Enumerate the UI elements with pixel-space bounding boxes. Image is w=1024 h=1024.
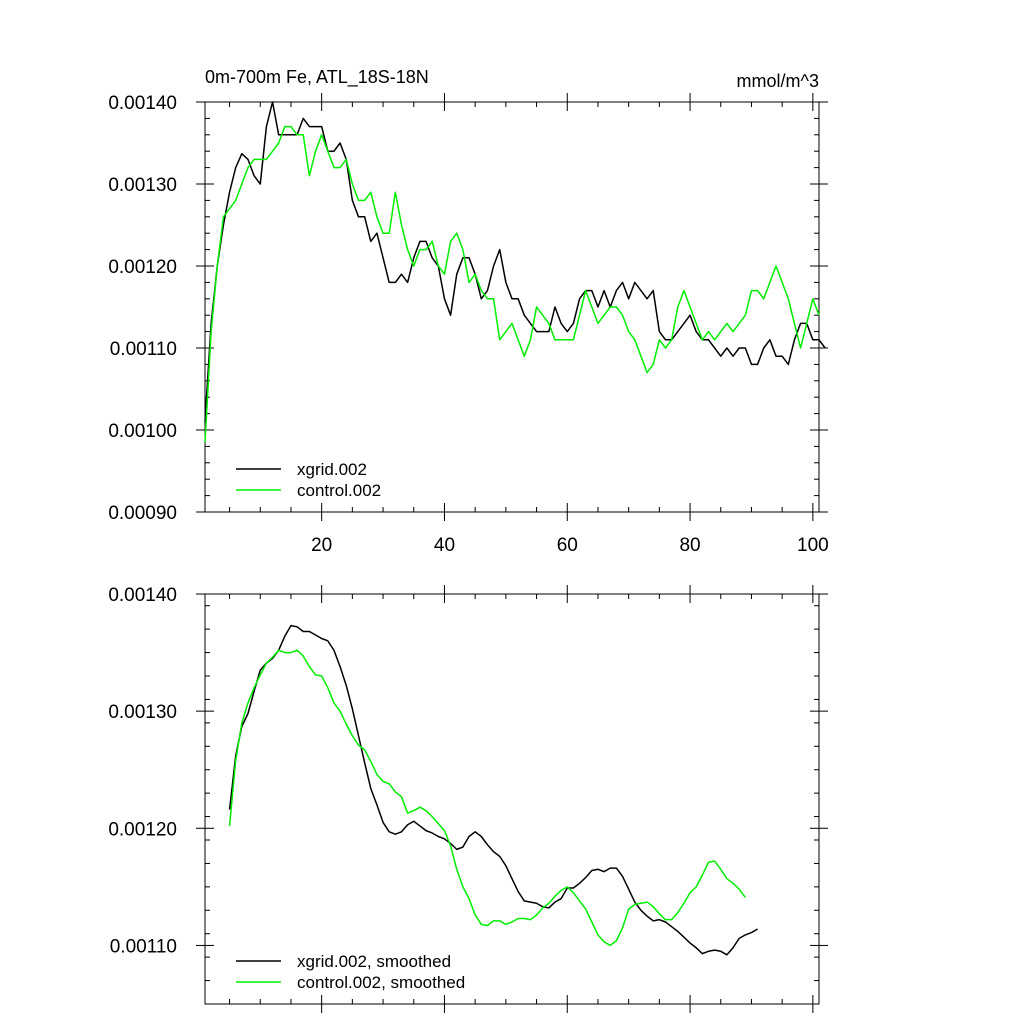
top-panel: 0m-700m Fe, ATL_18S-18N mmol/m^3 20 40 60 8…	[108, 67, 828, 556]
units-label: mmol/m^3	[737, 71, 819, 91]
bottom-series-lines	[228, 624, 758, 956]
bottom-ticks: 0.00110 0.00120 0.00130 0.00140	[108, 585, 828, 1013]
top-legend: xgrid.002 control.002	[236, 460, 381, 500]
x-tick-label: 60	[557, 535, 578, 556]
x-tick-label: 40	[434, 535, 455, 556]
bottom-panel: 0.00110 0.00120 0.00130 0.00140 xgrid.002, …	[108, 585, 828, 1013]
y-tick-label: 0.00100	[108, 421, 177, 442]
bottom-plot-frame	[204, 593, 820, 1005]
y-tick-label: 0.00130	[108, 702, 177, 723]
y-tick-label: 0.00090	[108, 503, 177, 524]
chart-title: 0m-700m Fe, ATL_18S-18N	[205, 67, 429, 88]
y-tick-label: 0.00110	[110, 339, 177, 360]
legend-label-control: control.002	[297, 481, 381, 500]
top-ticks: 20 40 60 80 100 0.00090 0.00100 0.00110 0.00120 0…	[108, 93, 829, 556]
series-line-control-002-smoothed	[228, 649, 746, 947]
legend-label-xgrid: xgrid.002	[297, 460, 367, 479]
y-tick-label: 0.00140	[108, 585, 177, 606]
y-tick-label: 0.00120	[108, 257, 177, 278]
y-tick-label: 0.00110	[110, 936, 177, 957]
top-series-lines	[204, 101, 826, 443]
y-tick-label: 0.00130	[108, 175, 177, 196]
y-tick-label: 0.00140	[108, 93, 177, 114]
x-tick-label: 100	[797, 535, 829, 556]
y-tick-label: 0.00120	[108, 819, 177, 840]
bottom-legend: xgrid.002, smoothed control.002, smoothe…	[236, 952, 465, 992]
series-line-xgrid-002	[204, 101, 826, 422]
x-tick-label: 20	[311, 535, 332, 556]
legend-label-control-smoothed: control.002, smoothed	[297, 973, 465, 992]
series-line-xgrid-002-smoothed	[228, 624, 758, 956]
legend-label-xgrid-smoothed: xgrid.002, smoothed	[297, 952, 451, 971]
x-tick-label: 80	[679, 535, 700, 556]
series-line-control-002	[204, 125, 820, 443]
top-plot-frame	[204, 101, 820, 513]
